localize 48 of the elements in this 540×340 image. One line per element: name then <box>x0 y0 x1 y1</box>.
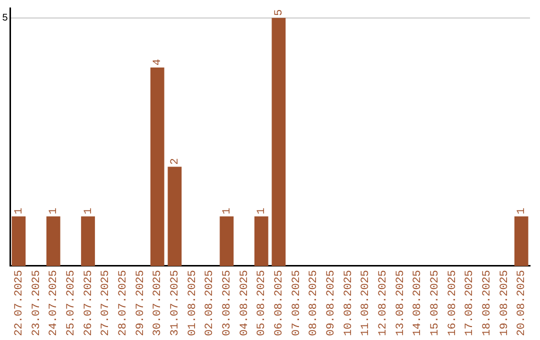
x-tick-label: 05.08.2025 <box>256 270 268 336</box>
data-label: 1 <box>516 207 528 214</box>
data-label: 4 <box>152 58 164 66</box>
x-tick-label: 10.08.2025 <box>342 270 355 336</box>
x-tick-label: 28.07.2025 <box>118 270 130 336</box>
bar <box>514 216 528 266</box>
x-tick-label: 31.07.2025 <box>170 270 182 336</box>
data-label: 1 <box>14 207 26 214</box>
x-tick-label: 26.07.2025 <box>82 270 95 336</box>
x-tick-label: 14.08.2025 <box>412 270 424 336</box>
x-tick-label: 11.08.2025 <box>360 270 372 336</box>
data-label: 1 <box>222 207 234 214</box>
bar <box>150 68 164 266</box>
x-tick-label: 20.08.2025 <box>516 270 528 336</box>
x-tick-label: 18.08.2025 <box>482 270 494 336</box>
bar <box>12 216 26 266</box>
x-tick-label: 25.07.2025 <box>66 270 78 336</box>
data-label: 1 <box>82 207 95 214</box>
x-tick-label: 04.08.2025 <box>238 270 251 336</box>
bar <box>46 216 60 266</box>
x-tick-label: 13.08.2025 <box>394 270 407 336</box>
x-tick-label: 24.07.2025 <box>48 270 60 336</box>
x-tick-label: 06.08.2025 <box>274 270 286 336</box>
x-tick-label: 02.08.2025 <box>204 270 216 336</box>
x-tick-label: 15.08.2025 <box>430 270 442 336</box>
x-tick-label: 17.08.2025 <box>464 270 476 336</box>
x-tick-label: 07.08.2025 <box>290 270 303 336</box>
data-label: 2 <box>170 158 182 165</box>
x-tick-label: 01.08.2025 <box>186 270 199 336</box>
x-tick-label: 12.08.2025 <box>378 270 390 336</box>
x-tick-label: 09.08.2025 <box>326 270 338 336</box>
x-tick-label: 03.08.2025 <box>222 270 234 336</box>
x-tick-label: 30.07.2025 <box>152 270 164 336</box>
x-tick-label: 19.08.2025 <box>498 270 511 336</box>
bar <box>272 18 286 266</box>
bar <box>254 216 268 266</box>
x-tick-label: 29.07.2025 <box>134 270 147 336</box>
x-tick-label: 08.08.2025 <box>308 270 320 336</box>
x-tick-label: 22.07.2025 <box>14 270 26 336</box>
data-label: 1 <box>48 207 60 214</box>
x-tick-label: 23.07.2025 <box>30 270 43 336</box>
x-tick-label: 16.08.2025 <box>446 270 459 336</box>
x-tick-label: 27.07.2025 <box>100 270 112 336</box>
bar <box>81 216 95 266</box>
bar <box>220 216 234 266</box>
bar <box>168 166 182 266</box>
data-label: 5 <box>274 9 286 16</box>
data-label: 1 <box>256 207 268 214</box>
